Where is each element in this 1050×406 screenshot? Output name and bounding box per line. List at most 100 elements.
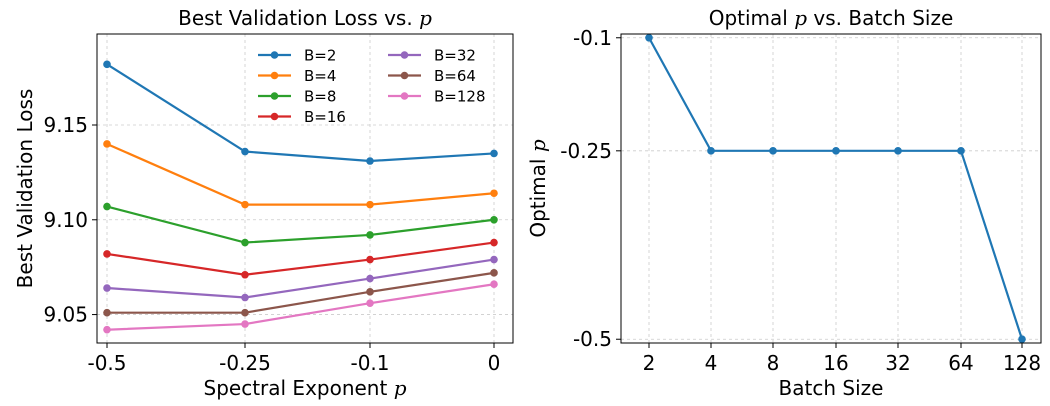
data-point: [645, 33, 653, 42]
series-optimal-p: [645, 33, 1026, 344]
data-point: [366, 200, 374, 209]
data-point: [490, 238, 498, 247]
series-line: [106, 205, 495, 244]
data-point: [241, 270, 249, 279]
math-variable: p: [526, 139, 550, 152]
x-tick-label: 128: [1003, 351, 1041, 375]
legend-swatch-marker: [270, 112, 279, 121]
x-tick-label: 16: [823, 351, 848, 375]
y-tick-label: -0.5: [573, 327, 612, 351]
legend-item: B=2: [258, 47, 336, 65]
legend-label: B=128: [434, 88, 486, 106]
legend-item: B=16: [258, 108, 346, 126]
chart-1-legend: B=2 B=4 B=8 B=16 B=32 B=64 B=128: [258, 47, 486, 126]
series-line: [106, 283, 495, 331]
series-B=2: [103, 60, 498, 165]
legend-swatch-marker: [270, 92, 279, 100]
legend-label: B=16: [304, 108, 346, 126]
legend-swatch-marker: [400, 51, 409, 59]
data-point: [894, 147, 902, 155]
data-point: [103, 284, 111, 292]
label-text: Optimal: [526, 152, 550, 238]
data-point: [241, 320, 249, 328]
legend-swatch-marker: [400, 92, 409, 100]
data-point: [241, 147, 249, 156]
x-tick-label: 8: [767, 351, 780, 375]
series-B=32: [103, 255, 498, 302]
data-point: [490, 269, 498, 277]
x-tick-label: 0: [488, 351, 501, 375]
math-variable: p: [794, 6, 807, 30]
legend-swatch-marker: [270, 71, 279, 80]
series-line: [106, 258, 495, 299]
y-tick-label: 9.15: [43, 113, 88, 137]
legend-label: B=4: [304, 67, 336, 85]
data-point: [769, 147, 777, 155]
x-tick-label: 64: [948, 351, 973, 375]
data-point: [957, 147, 965, 155]
data-point: [490, 189, 498, 198]
x-tick-label: 2: [643, 351, 656, 375]
y-tick-label: -0.1: [573, 26, 612, 50]
data-point: [490, 255, 498, 264]
data-point: [490, 280, 498, 289]
data-point: [490, 149, 498, 158]
legend-item: B=64: [388, 67, 476, 85]
chart-1-xlabel: Spectral Exponent p: [204, 376, 407, 400]
chart-2-title: Optimal p vs. Batch Size: [709, 6, 954, 30]
label-text: vs. Batch Size: [807, 6, 953, 30]
data-point: [241, 238, 249, 247]
x-tick-label: -0.5: [87, 351, 126, 375]
x-tick-label: -0.25: [219, 351, 271, 375]
series-B=4: [103, 140, 498, 209]
x-tick-label: 4: [705, 351, 718, 375]
data-point: [103, 325, 111, 334]
series-line: [106, 63, 495, 163]
x-tick-label: 32: [885, 351, 910, 375]
series-line: [106, 142, 495, 206]
data-point: [103, 60, 111, 69]
chart-2-xlabel: Batch Size: [779, 376, 884, 400]
series-line: [106, 241, 495, 276]
data-point: [366, 299, 374, 307]
legend-swatch-marker: [400, 71, 409, 80]
legend-item: B=8: [258, 88, 336, 106]
chart-2-frame: [620, 33, 1042, 344]
chart-2-ylabel: Optimal p: [526, 139, 550, 238]
chart-1-title: Best Validation Loss vs. p: [178, 6, 432, 30]
label-text: Optimal: [709, 6, 795, 30]
data-point: [241, 308, 249, 317]
label-text: Best Validation Loss vs.: [178, 6, 419, 30]
math-variable: p: [394, 376, 407, 400]
data-point: [1018, 335, 1026, 344]
series-B=8: [103, 202, 498, 247]
legend-label: B=32: [434, 47, 476, 65]
legend-item: B=4: [258, 67, 336, 85]
chart-2: 2 4 8 16 32 64 128 -0.5 -0.25 -0.1 Optimal p vs. B…: [526, 6, 1042, 400]
data-point: [490, 215, 498, 224]
data-point: [103, 140, 111, 148]
data-point: [366, 231, 374, 239]
data-point: [366, 288, 374, 296]
y-tick-label: 9.05: [43, 303, 88, 327]
data-point: [707, 147, 715, 155]
x-tick-label: -0.1: [350, 351, 389, 375]
legend-label: B=8: [304, 88, 336, 106]
series-B=16: [103, 238, 498, 279]
math-variable: p: [419, 6, 432, 30]
data-point: [103, 250, 111, 258]
data-point: [241, 293, 249, 302]
chart-2-grid: [621, 34, 1041, 343]
series-B=128: [103, 280, 498, 334]
legend-item: B=128: [388, 88, 486, 106]
label-text: Spectral Exponent: [204, 376, 394, 400]
data-point: [832, 147, 840, 155]
series-B=64: [103, 269, 498, 317]
data-point: [366, 274, 374, 283]
series-line: [648, 37, 1024, 340]
legend-label: B=64: [434, 67, 476, 85]
chart-1-ylabel: Best Validation Loss: [13, 89, 37, 289]
data-point: [366, 157, 374, 165]
